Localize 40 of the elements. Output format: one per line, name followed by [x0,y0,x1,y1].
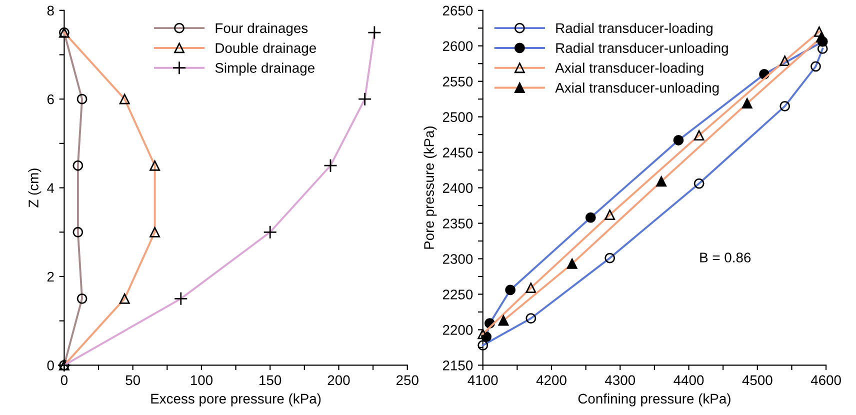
y-tick-label: 2350 [442,218,473,228]
legend-label: Axial transducer-loading [555,62,704,76]
x-tick-label: 4500 [742,375,772,386]
x-tick-label: 50 [126,375,140,386]
y-axis-title: Z (cm) [28,168,42,208]
y-tick-label: 6 [47,94,54,104]
y-tick-label: 4 [47,183,54,193]
y-tick-label: 2250 [442,290,473,300]
x-axis-title: Excess pore pressure (kPa) [151,393,321,406]
x-axis-title: Confining pressure (kPa) [578,393,730,406]
y-tick-label: 2650 [442,6,473,16]
x-tick-label: 4100 [468,375,498,386]
x-tick-label: 200 [328,375,350,386]
legend-label: Radial transducer-unloading [556,42,728,56]
y-tick-label: 2500 [442,112,473,122]
y-tick-label: 2450 [442,148,473,158]
y-tick-label: 2400 [442,183,473,193]
legend-label: Axial transducer-unloading [555,82,719,96]
x-tick-label: 4400 [674,375,704,386]
legend-label: Radial transducer-loading [556,22,712,36]
annotation: B = 0.86 [700,252,751,262]
x-tick-label: 0 [60,375,68,386]
x-tick-label: 100 [190,375,213,386]
y-tick-label: 2150 [442,360,473,370]
y-tick-label: 0 [47,360,54,370]
x-tick-label: 4200 [536,375,566,386]
y-tick-label: 2300 [442,254,473,264]
legend-label: Double drainage [216,42,316,56]
x-tick-label: 4300 [605,375,636,386]
x-tick-label: 250 [396,375,418,386]
y-tick-label: 2200 [442,325,473,335]
y-tick-label: 2 [47,272,54,282]
x-tick-label: 150 [260,375,282,386]
y-tick-label: 2600 [442,41,473,52]
y-tick-label: 2550 [442,76,473,87]
legend-label: Simple drainage [215,62,314,76]
y-tick-label: 8 [47,6,54,16]
legend-label: Four drainages [216,22,308,36]
x-tick-label: 4600 [810,375,841,386]
y-axis-title: Pore pressure (kPa) [424,126,437,249]
